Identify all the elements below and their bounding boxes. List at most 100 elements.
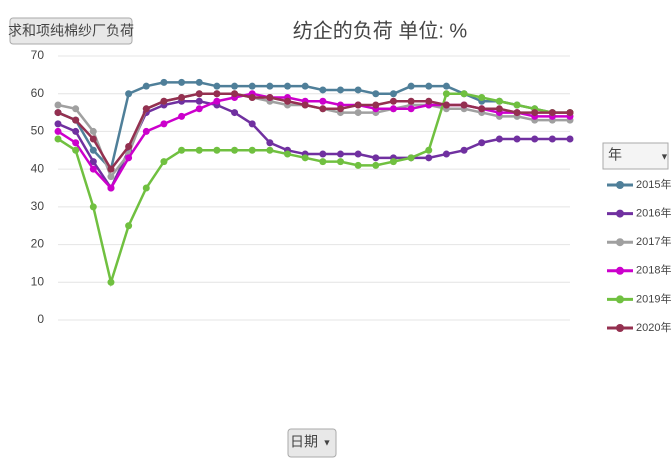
legend-filter-button[interactable] (602, 142, 669, 170)
series-marker (195, 97, 203, 105)
series-marker (389, 90, 397, 98)
series-marker (425, 146, 433, 154)
series-marker (178, 112, 186, 120)
series-marker (231, 109, 239, 117)
series-marker (425, 82, 433, 90)
legend-marker (616, 181, 624, 189)
series-marker (195, 90, 203, 98)
series-marker (195, 78, 203, 86)
series-marker (301, 154, 309, 162)
series-marker (442, 101, 450, 109)
series-marker (107, 173, 115, 181)
series-marker (319, 150, 327, 158)
series-marker (548, 109, 556, 117)
series-marker (160, 97, 168, 105)
series-marker (319, 86, 327, 94)
series-marker (89, 146, 97, 154)
series-marker (389, 97, 397, 105)
series-marker (372, 90, 380, 98)
series-marker (407, 105, 415, 113)
series-marker (178, 78, 186, 86)
series-marker (460, 146, 468, 154)
series-marker (89, 203, 97, 211)
series-marker (354, 101, 362, 109)
x-field-button[interactable] (287, 428, 337, 458)
series-marker (54, 127, 62, 135)
value-field-label: 求和项纯棉纱厂负荷 (8, 23, 134, 39)
legend-label: 2019年 (636, 291, 671, 305)
series-marker (248, 93, 256, 101)
y-tick-label: 30 (31, 199, 45, 213)
series-marker (442, 150, 450, 158)
series-marker (54, 120, 62, 128)
series-marker (125, 154, 133, 162)
series-marker (460, 90, 468, 98)
legend-marker (616, 209, 624, 218)
series-marker (478, 139, 486, 147)
series-marker (531, 109, 539, 117)
series-marker (160, 158, 168, 166)
y-tick-label: 70 (31, 48, 45, 62)
series-marker (407, 154, 415, 162)
series-marker (89, 158, 97, 166)
series-marker (54, 135, 62, 143)
legend-marker (616, 238, 624, 247)
series-marker (213, 82, 221, 90)
series-marker (231, 146, 239, 154)
x-field-label: 日期 (290, 434, 318, 450)
series-marker (336, 86, 344, 94)
legend-marker (616, 266, 624, 275)
series-marker (548, 135, 556, 143)
series-marker (160, 120, 168, 128)
series-marker (319, 158, 327, 166)
legend-marker (616, 295, 624, 304)
series-marker (513, 109, 521, 117)
series-marker (354, 150, 362, 158)
series-marker (442, 82, 450, 90)
series-marker (107, 184, 115, 192)
series-marker (125, 222, 133, 230)
series-marker (160, 78, 168, 86)
series-marker (284, 82, 292, 90)
dropdown-arrow: ▼ (323, 437, 332, 447)
series-marker (54, 109, 62, 117)
series-marker (142, 184, 150, 192)
series-marker (531, 135, 539, 143)
series-marker (478, 93, 486, 101)
dropdown-arrow: ▼ (660, 151, 669, 161)
series-marker (301, 82, 309, 90)
series-marker (231, 90, 239, 98)
series-marker (72, 116, 80, 124)
series-marker (266, 139, 274, 147)
series-marker (213, 97, 221, 105)
series-marker (354, 161, 362, 169)
series-marker (319, 105, 327, 113)
series-marker (301, 101, 309, 109)
series-marker (354, 109, 362, 117)
series-marker (495, 97, 503, 105)
series-marker (195, 146, 203, 154)
y-tick-label: 50 (31, 124, 45, 138)
series-marker (372, 101, 380, 109)
y-tick-label: 10 (31, 274, 45, 288)
chart-title: 纺企的负荷 单位: % (293, 19, 468, 42)
series-marker (284, 150, 292, 158)
series-marker (425, 97, 433, 105)
value-field-button[interactable] (9, 17, 133, 45)
series-marker (336, 158, 344, 166)
legend-label: 2016年 (636, 206, 671, 220)
series-marker (72, 139, 80, 147)
series-marker (389, 158, 397, 166)
y-tick-label: 40 (31, 161, 45, 175)
series-marker (89, 165, 97, 173)
series-marker (336, 105, 344, 113)
series-marker (125, 143, 133, 151)
series-marker (495, 105, 503, 113)
series-marker (213, 90, 221, 98)
series-marker (142, 127, 150, 135)
legend-label: 2015年 (636, 177, 671, 191)
series-marker (89, 135, 97, 143)
series-marker (107, 165, 115, 173)
series-marker (266, 93, 274, 101)
